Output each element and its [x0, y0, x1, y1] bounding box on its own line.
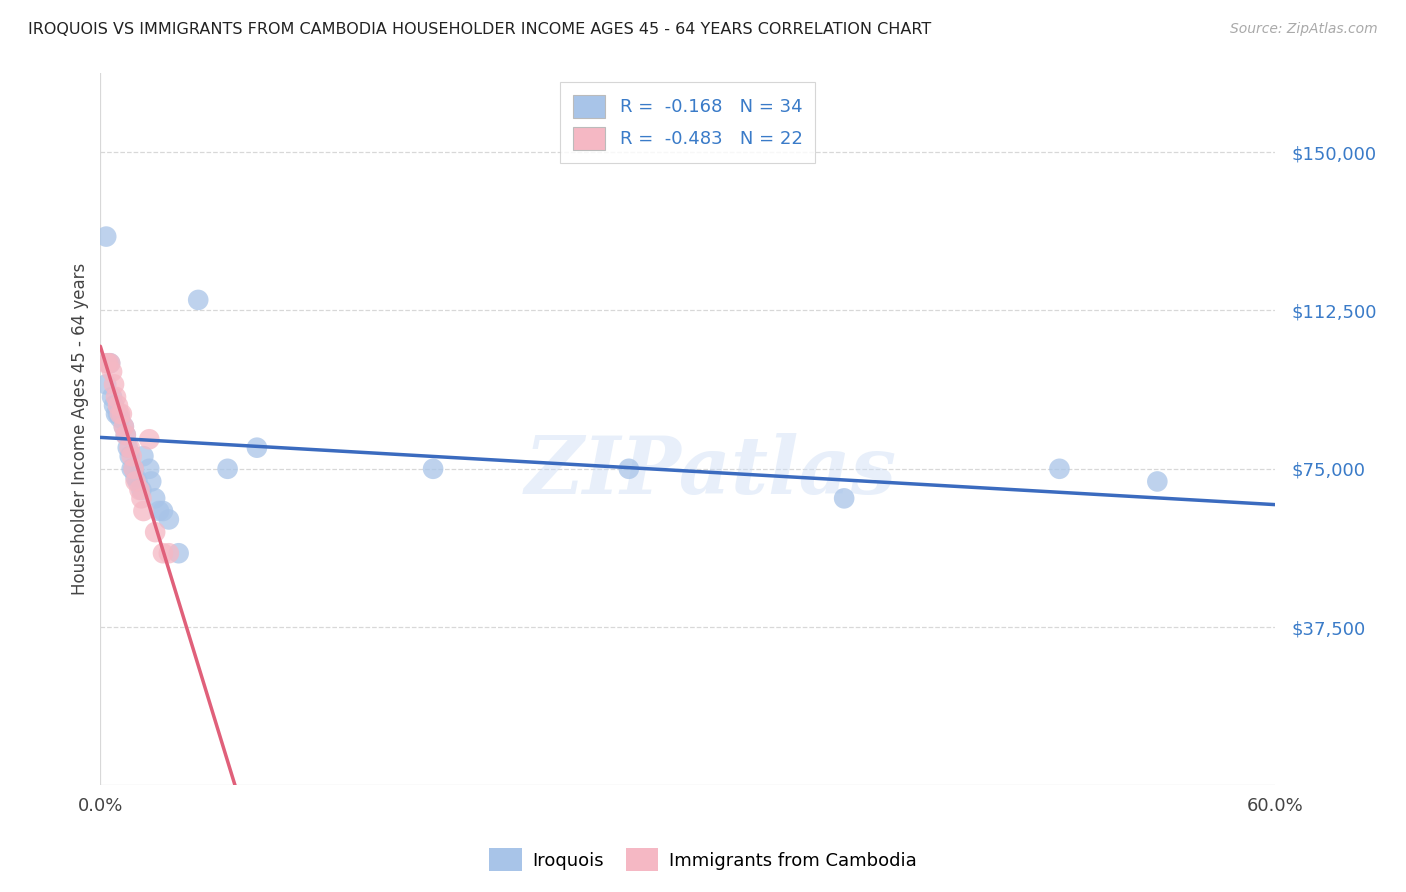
Point: [1146, 475, 1168, 489]
Point: [103, 399, 125, 413]
Point: [152, 504, 174, 518]
Point: [101, 390, 124, 404]
Point: [617, 462, 640, 476]
Point: [217, 462, 239, 476]
Point: [131, 483, 153, 497]
Point: [246, 441, 269, 455]
Point: [96, 356, 118, 370]
Point: [152, 546, 174, 560]
Point: [111, 407, 134, 421]
Point: [98, 356, 121, 370]
Point: [117, 441, 139, 455]
Legend: R =  -0.168   N = 34, R =  -0.483   N = 22: R = -0.168 N = 34, R = -0.483 N = 22: [560, 82, 815, 162]
Point: [141, 475, 163, 489]
Point: [118, 449, 141, 463]
Point: [124, 475, 146, 489]
Point: [132, 504, 155, 518]
Point: [128, 483, 150, 497]
Point: [114, 428, 136, 442]
Point: [143, 491, 166, 506]
Point: [122, 462, 145, 476]
Point: [121, 449, 143, 463]
Point: [112, 419, 135, 434]
Y-axis label: Householder Income Ages 45 - 64 years: Householder Income Ages 45 - 64 years: [72, 263, 89, 595]
Point: [107, 399, 129, 413]
Point: [108, 407, 131, 421]
Point: [114, 428, 136, 442]
Point: [138, 432, 160, 446]
Point: [124, 470, 146, 484]
Point: [138, 462, 160, 476]
Point: [132, 449, 155, 463]
Point: [121, 462, 143, 476]
Point: [131, 491, 153, 506]
Point: [122, 462, 145, 476]
Text: ZIPatlas: ZIPatlas: [524, 434, 897, 511]
Point: [107, 407, 129, 421]
Point: [96, 377, 118, 392]
Point: [103, 377, 125, 392]
Point: [157, 546, 180, 560]
Point: [143, 525, 166, 540]
Point: [1049, 462, 1071, 476]
Point: [105, 390, 128, 404]
Point: [157, 512, 180, 526]
Point: [97, 356, 120, 370]
Point: [97, 356, 120, 370]
Point: [118, 441, 141, 455]
Point: [112, 419, 135, 434]
Point: [167, 546, 190, 560]
Point: [422, 462, 444, 476]
Point: [127, 475, 149, 489]
Text: IROQUOIS VS IMMIGRANTS FROM CAMBODIA HOUSEHOLDER INCOME AGES 45 - 64 YEARS CORRE: IROQUOIS VS IMMIGRANTS FROM CAMBODIA HOU…: [28, 22, 931, 37]
Legend: Iroquois, Immigrants from Cambodia: Iroquois, Immigrants from Cambodia: [482, 841, 924, 879]
Point: [98, 356, 121, 370]
Point: [96, 229, 118, 244]
Point: [148, 504, 170, 518]
Point: [187, 293, 209, 307]
Point: [101, 365, 124, 379]
Point: [832, 491, 855, 506]
Point: [108, 411, 131, 425]
Text: Source: ZipAtlas.com: Source: ZipAtlas.com: [1230, 22, 1378, 37]
Point: [105, 407, 128, 421]
